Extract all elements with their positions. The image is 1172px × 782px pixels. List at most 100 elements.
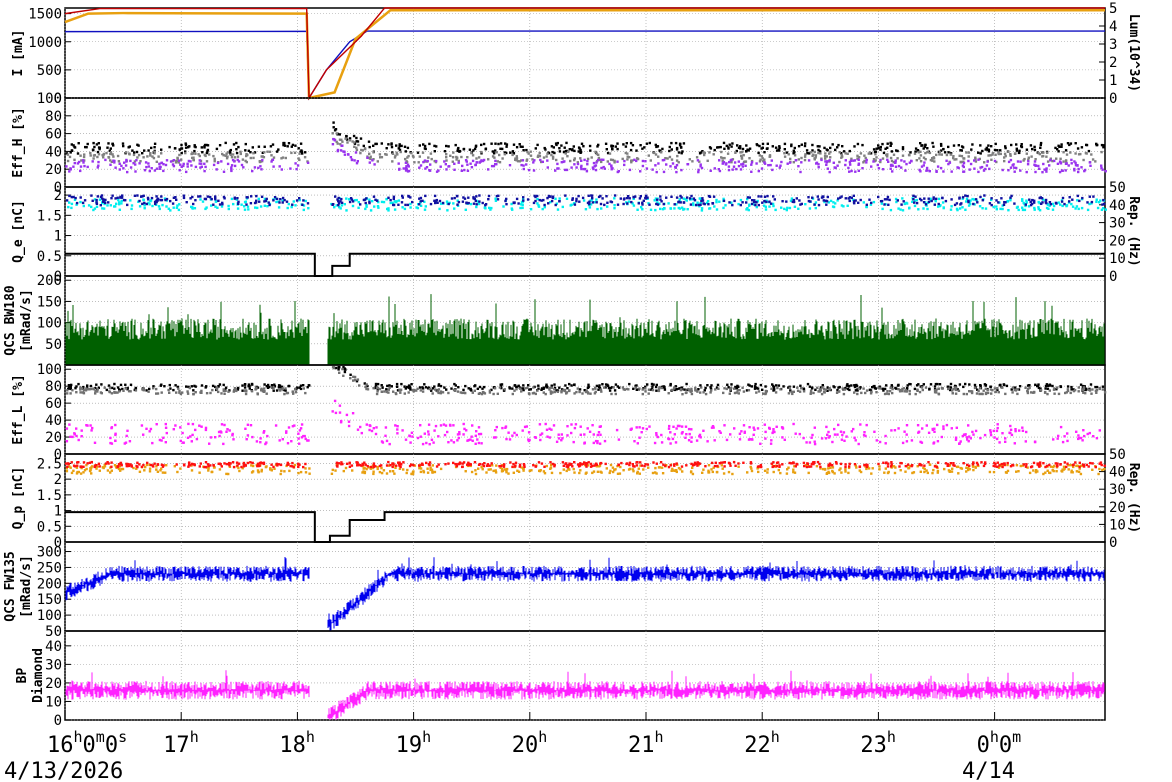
data-point [1009,154,1012,157]
data-point [722,160,726,164]
data-point [1088,195,1091,198]
data-point [963,157,966,160]
data-point [336,142,339,145]
data-point [694,386,697,390]
y-tick-label: 0 [54,180,62,196]
data-point [968,468,971,471]
data-point [551,157,555,160]
data-point [655,389,658,392]
data-point [511,434,514,437]
data-point [207,467,210,470]
data-point [977,389,980,393]
data-point [1097,472,1100,476]
data-point [132,153,136,157]
data-point [1012,163,1015,166]
data-point [133,160,137,163]
data-point [1044,384,1048,388]
data-point [763,158,766,161]
data-point [224,389,227,392]
data-point [730,145,733,148]
data-point [1073,169,1076,172]
data-point [241,389,244,392]
data-point [385,390,389,394]
data-point [685,199,688,202]
data-point [212,466,216,469]
data-point [897,388,900,391]
data-point [687,427,691,431]
data-point [965,470,968,473]
data-point [658,202,661,205]
data-point [224,388,227,391]
data-point [468,148,472,151]
data-point [134,386,138,390]
data-point [936,382,939,386]
data-point [153,200,157,204]
data-point [549,392,553,395]
data-point [295,167,298,171]
data-point [623,163,626,167]
data-point [129,383,133,386]
data-point [194,428,197,432]
data-point [342,150,345,153]
data-point [1061,470,1064,473]
data-point [888,198,891,202]
data-point [465,202,468,205]
data-point [393,472,396,475]
data-point [149,152,152,155]
data-point [1027,156,1030,159]
data-point [1009,196,1012,199]
data-point [864,156,867,160]
data-point [521,200,525,204]
data-point [886,146,889,149]
data-point [272,199,275,202]
data-point [519,206,522,210]
data-point [705,201,709,205]
data-point [844,152,847,155]
data-point [813,203,816,206]
data-point [555,202,558,205]
data-point [337,462,340,465]
data-point [471,391,474,394]
data-point [95,205,99,208]
data-point [895,149,898,152]
data-point [338,371,341,374]
data-point [368,161,371,164]
y-right-tick-label: 20 [1109,500,1126,516]
data-point [750,163,753,166]
data-point [604,386,607,389]
data-point [814,388,817,391]
data-point [178,153,181,157]
data-point [870,472,873,475]
data-point [111,194,114,197]
data-point [762,160,765,163]
data-point [75,427,78,430]
data-point [136,194,139,197]
data-point [353,375,357,379]
data-point [873,386,877,390]
data-point [398,143,401,146]
data-point [155,195,158,198]
data-point [613,468,616,472]
data-point [270,160,273,163]
data-point [126,203,129,207]
data-point [65,469,69,473]
data-point [748,157,751,160]
data-point [865,467,868,471]
data-point [211,388,214,392]
data-point [883,471,886,474]
data-point [548,388,551,391]
data-point [882,461,885,464]
data-point [288,469,291,473]
data-point [144,465,147,469]
data-point [792,200,796,203]
data-point [771,383,774,386]
data-point [865,423,868,427]
data-point [700,199,703,203]
data-point [157,205,161,208]
data-point [439,165,442,168]
data-point [433,159,436,163]
data-point [142,198,145,202]
data-point [278,201,281,204]
data-point [618,472,622,475]
data-point [89,424,92,427]
